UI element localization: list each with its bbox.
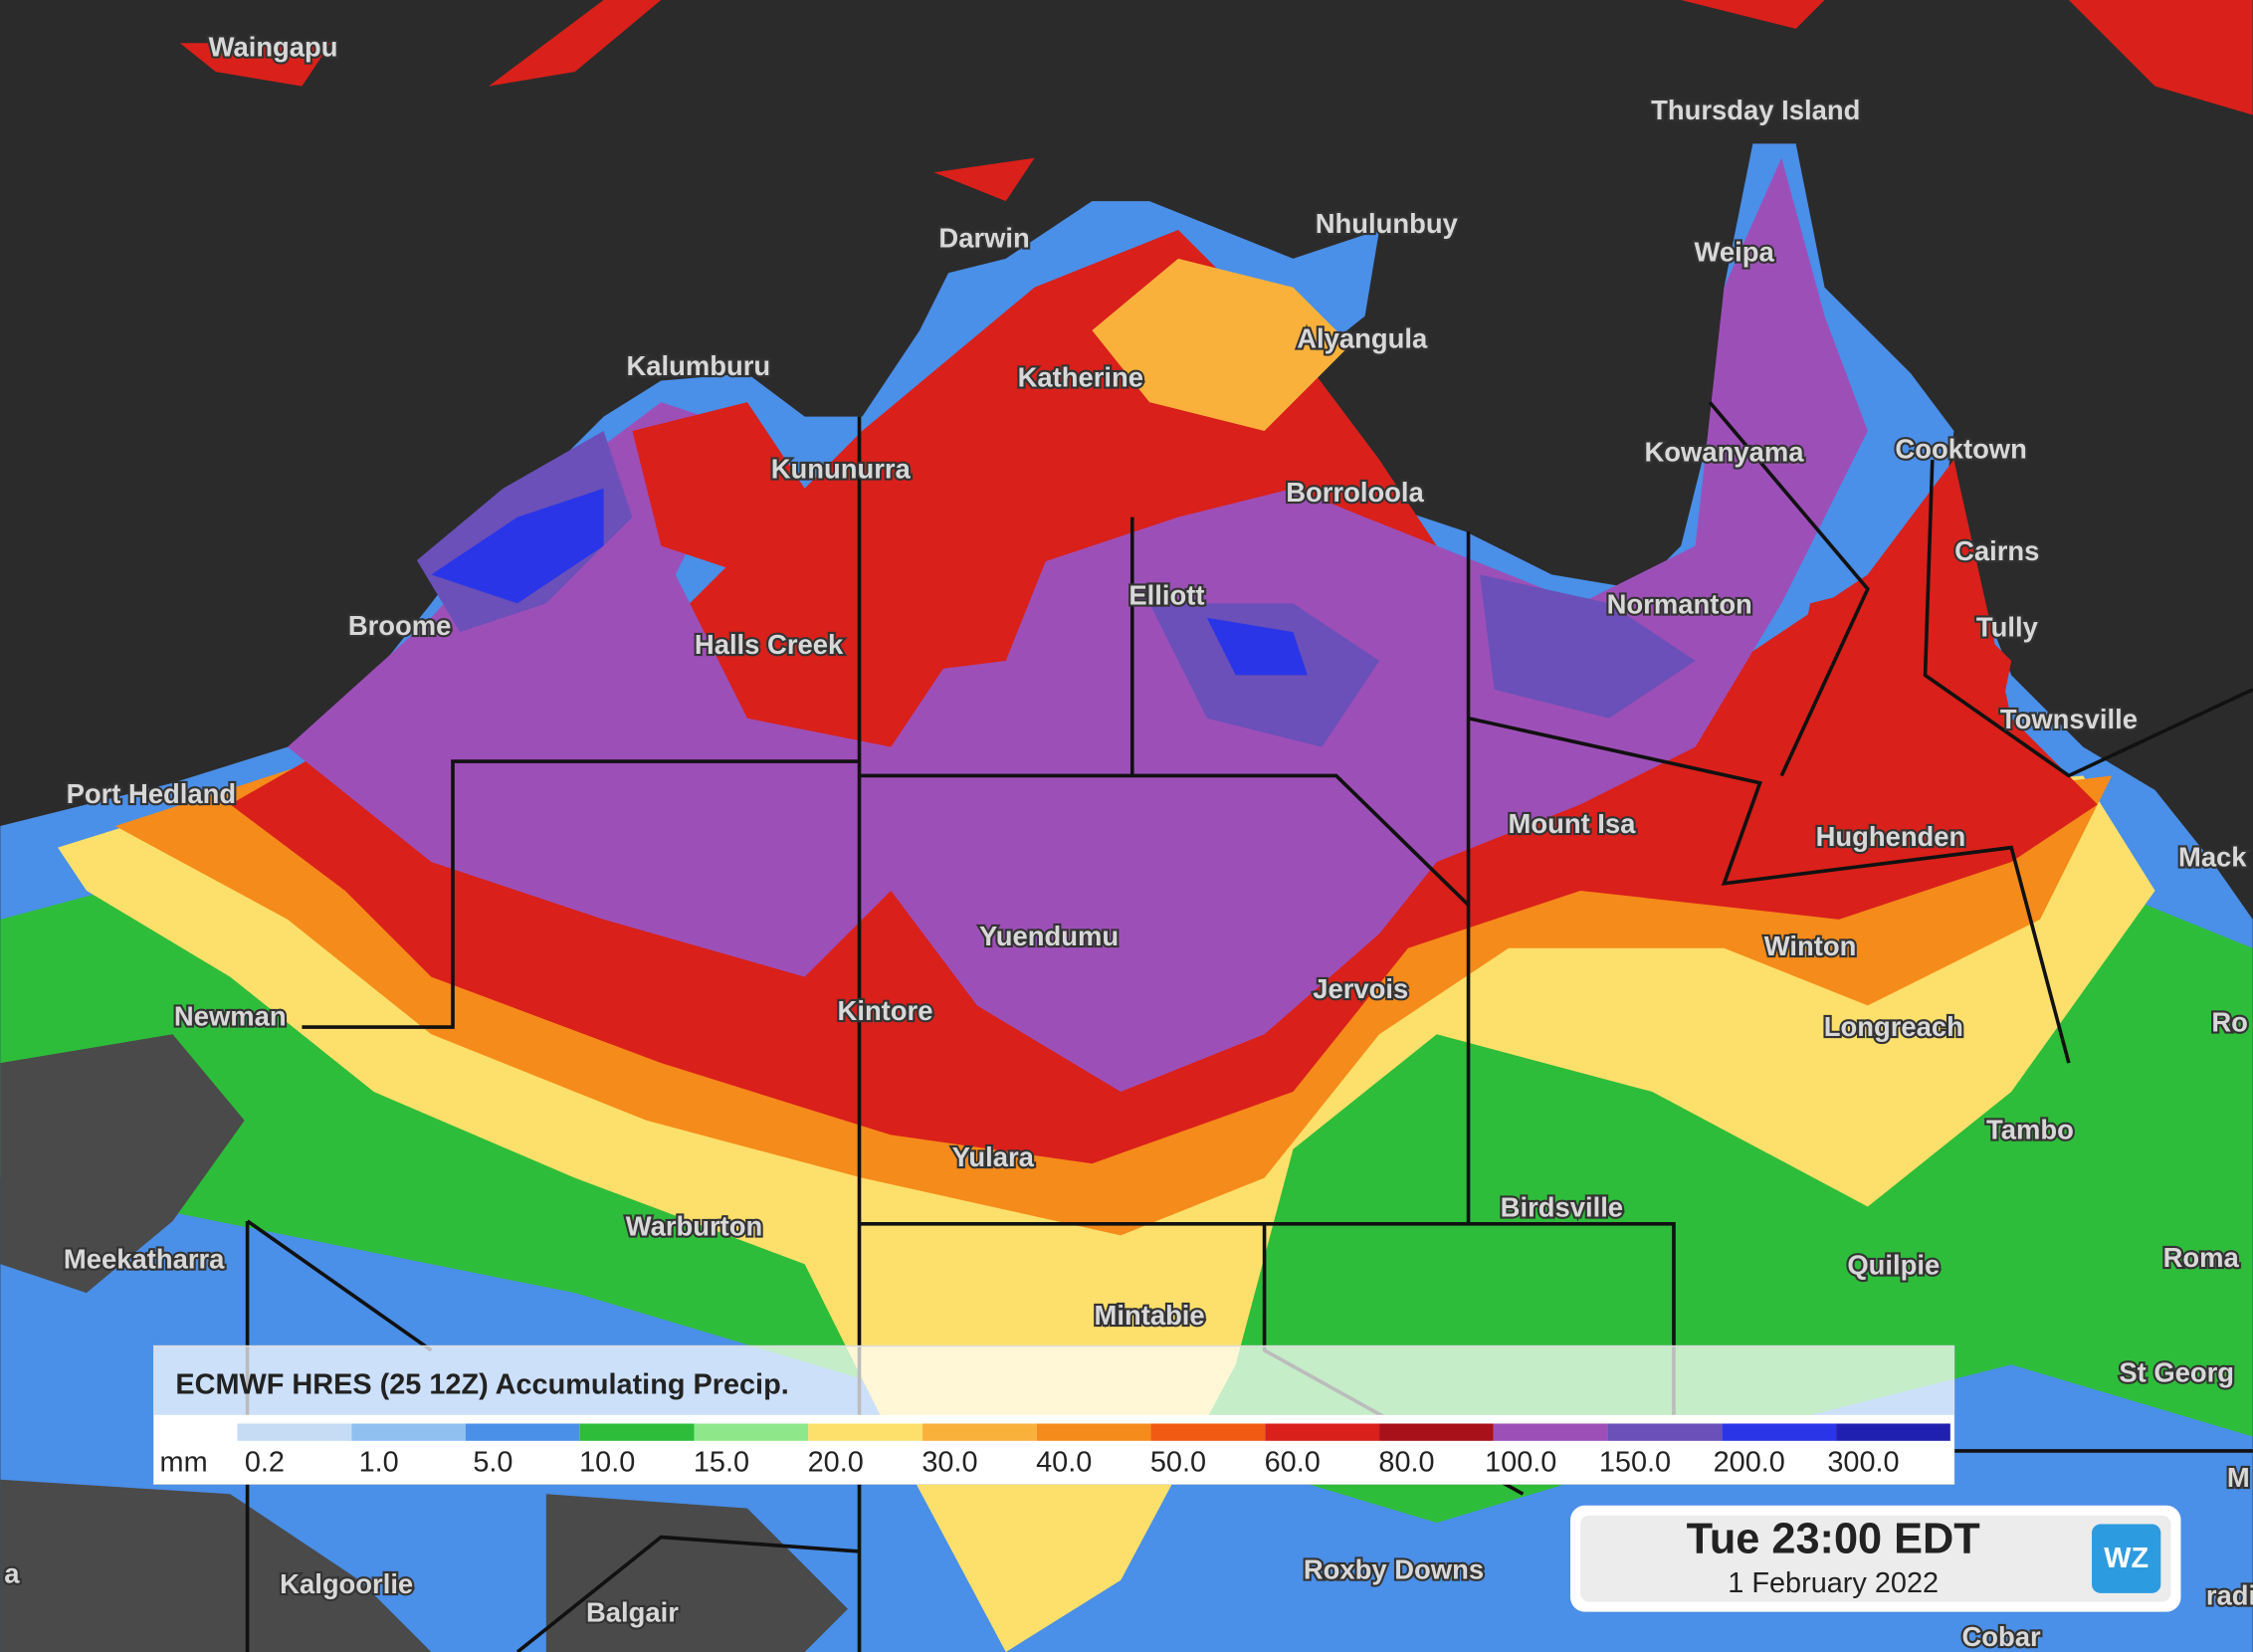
place-label: Tambo — [1986, 1115, 2074, 1145]
place-label: Mount Isa — [1509, 808, 1637, 839]
legend-scale: 0.2 1.0 5.0 10.0 15.0 20.0 30.0 40.0 50.0 60.0 80.… — [237, 1423, 1950, 1479]
legend-swatch — [808, 1423, 923, 1441]
place-label: Darwin — [938, 222, 1029, 253]
logo — [2092, 1524, 2161, 1593]
place-label: Kalgoorlie — [280, 1568, 413, 1599]
place-label: Cairns — [1954, 535, 2039, 566]
legend-swatch — [237, 1423, 352, 1441]
legend-label: 80.0 — [1378, 1447, 1434, 1479]
place-label: Thursday Island — [1651, 95, 1860, 125]
place-label: Weipa — [1694, 237, 1774, 268]
legend-swatch — [1379, 1423, 1494, 1441]
place-label: Hughenden — [1816, 821, 1966, 852]
place-labels: Waingapu Thursday Island Darwin Nhulunbuy We… — [2, 29, 2253, 1652]
place-label: Kalumburu — [627, 350, 771, 381]
legend-swatch — [694, 1423, 809, 1441]
place-label: Elliott — [1128, 580, 1204, 611]
legend-label: 300.0 — [1827, 1447, 1899, 1479]
legend-label: 20.0 — [808, 1447, 864, 1479]
time-box: Tue 23:00 EDT 1 February 2022 WZ — [1570, 1505, 2181, 1612]
legend-swatch — [1150, 1423, 1266, 1441]
legend-label: 200.0 — [1714, 1447, 1785, 1479]
place-label: a — [4, 1558, 20, 1589]
place-label: Port Hedland — [67, 778, 237, 809]
place-label: Cobar — [1961, 1621, 2041, 1652]
legend: ECMWF HRES (25 12Z) Accumulating Precip.… — [153, 1344, 1955, 1485]
place-label: Yulara — [952, 1141, 1035, 1172]
legend-swatch — [1265, 1423, 1380, 1441]
place-label: Alyangula — [1297, 322, 1428, 353]
place-label: Broome — [348, 610, 452, 641]
place-label: Jervois — [1313, 973, 1408, 1004]
legend-label: 10.0 — [579, 1447, 635, 1479]
date: 1 February 2022 — [1728, 1567, 1939, 1599]
time-inner — [1580, 1515, 2171, 1602]
legend-label: 40.0 — [1036, 1447, 1092, 1479]
place-label: Normanton — [1607, 588, 1752, 619]
legend-swatch — [1607, 1423, 1723, 1441]
legend-swatch — [579, 1423, 695, 1441]
place-label: Mack — [2178, 841, 2247, 872]
legend-label: 1.0 — [359, 1447, 399, 1479]
legend-label: 30.0 — [922, 1447, 977, 1479]
legend-swatch — [1493, 1423, 1608, 1441]
place-label: Warburton — [626, 1210, 763, 1241]
legend-label: 100.0 — [1485, 1447, 1556, 1479]
place-label: Quilpie — [1847, 1249, 1940, 1280]
place-label: Kowanyama — [1645, 436, 1805, 467]
place-label: Kununurra — [771, 454, 912, 485]
place-label: Longreach — [1824, 1011, 1963, 1042]
place-label: Yuendumu — [979, 921, 1119, 951]
legend-label: 150.0 — [1599, 1447, 1671, 1479]
legend-swatch — [466, 1423, 580, 1441]
place-label: Waingapu — [209, 31, 338, 62]
place-label: radi — [2206, 1579, 2253, 1610]
legend-label: 60.0 — [1265, 1447, 1321, 1479]
place-label: Kintore — [838, 995, 933, 1026]
place-label: Winton — [1764, 930, 1857, 961]
place-label: Cooktown — [1895, 434, 2026, 465]
legend-swatch — [922, 1423, 1037, 1441]
place-label: Halls Creek — [695, 629, 844, 660]
legend-unit: mm — [160, 1447, 208, 1479]
legend-label: 50.0 — [1150, 1447, 1206, 1479]
legend-title: ECMWF HRES (25 12Z) Accumulating Precip. — [175, 1369, 788, 1401]
place-label: Meekatharra — [64, 1244, 225, 1275]
logo-text: WZ — [2104, 1543, 2149, 1574]
place-label: Ro — [2211, 1006, 2248, 1037]
place-label: St Georg — [2119, 1357, 2234, 1388]
place-label: Nhulunbuy — [1316, 208, 1459, 239]
place-label: Borroloola — [1286, 477, 1424, 508]
place-label: Roma — [2163, 1242, 2240, 1273]
legend-label: 0.2 — [245, 1447, 285, 1479]
legend-swatch — [1722, 1423, 1837, 1441]
legend-swatch — [1036, 1423, 1151, 1441]
place-label: Tully — [1976, 611, 2039, 642]
legend-swatch — [351, 1423, 466, 1441]
place-label: Newman — [174, 1001, 287, 1032]
place-label: Balgair — [586, 1597, 679, 1628]
place-label: Katherine — [1018, 361, 1143, 392]
legend-label: 5.0 — [473, 1447, 512, 1479]
place-label: Townsville — [2000, 704, 2138, 734]
place-label: Roxby Downs — [1304, 1553, 1484, 1584]
place-label: Birdsville — [1501, 1192, 1623, 1223]
legend-swatch — [1836, 1423, 1950, 1441]
time: Tue 23:00 EDT — [1687, 1515, 1980, 1562]
place-label: M — [2227, 1462, 2250, 1493]
place-label: Mintabie — [1095, 1300, 1205, 1331]
legend-label: 15.0 — [694, 1447, 749, 1479]
